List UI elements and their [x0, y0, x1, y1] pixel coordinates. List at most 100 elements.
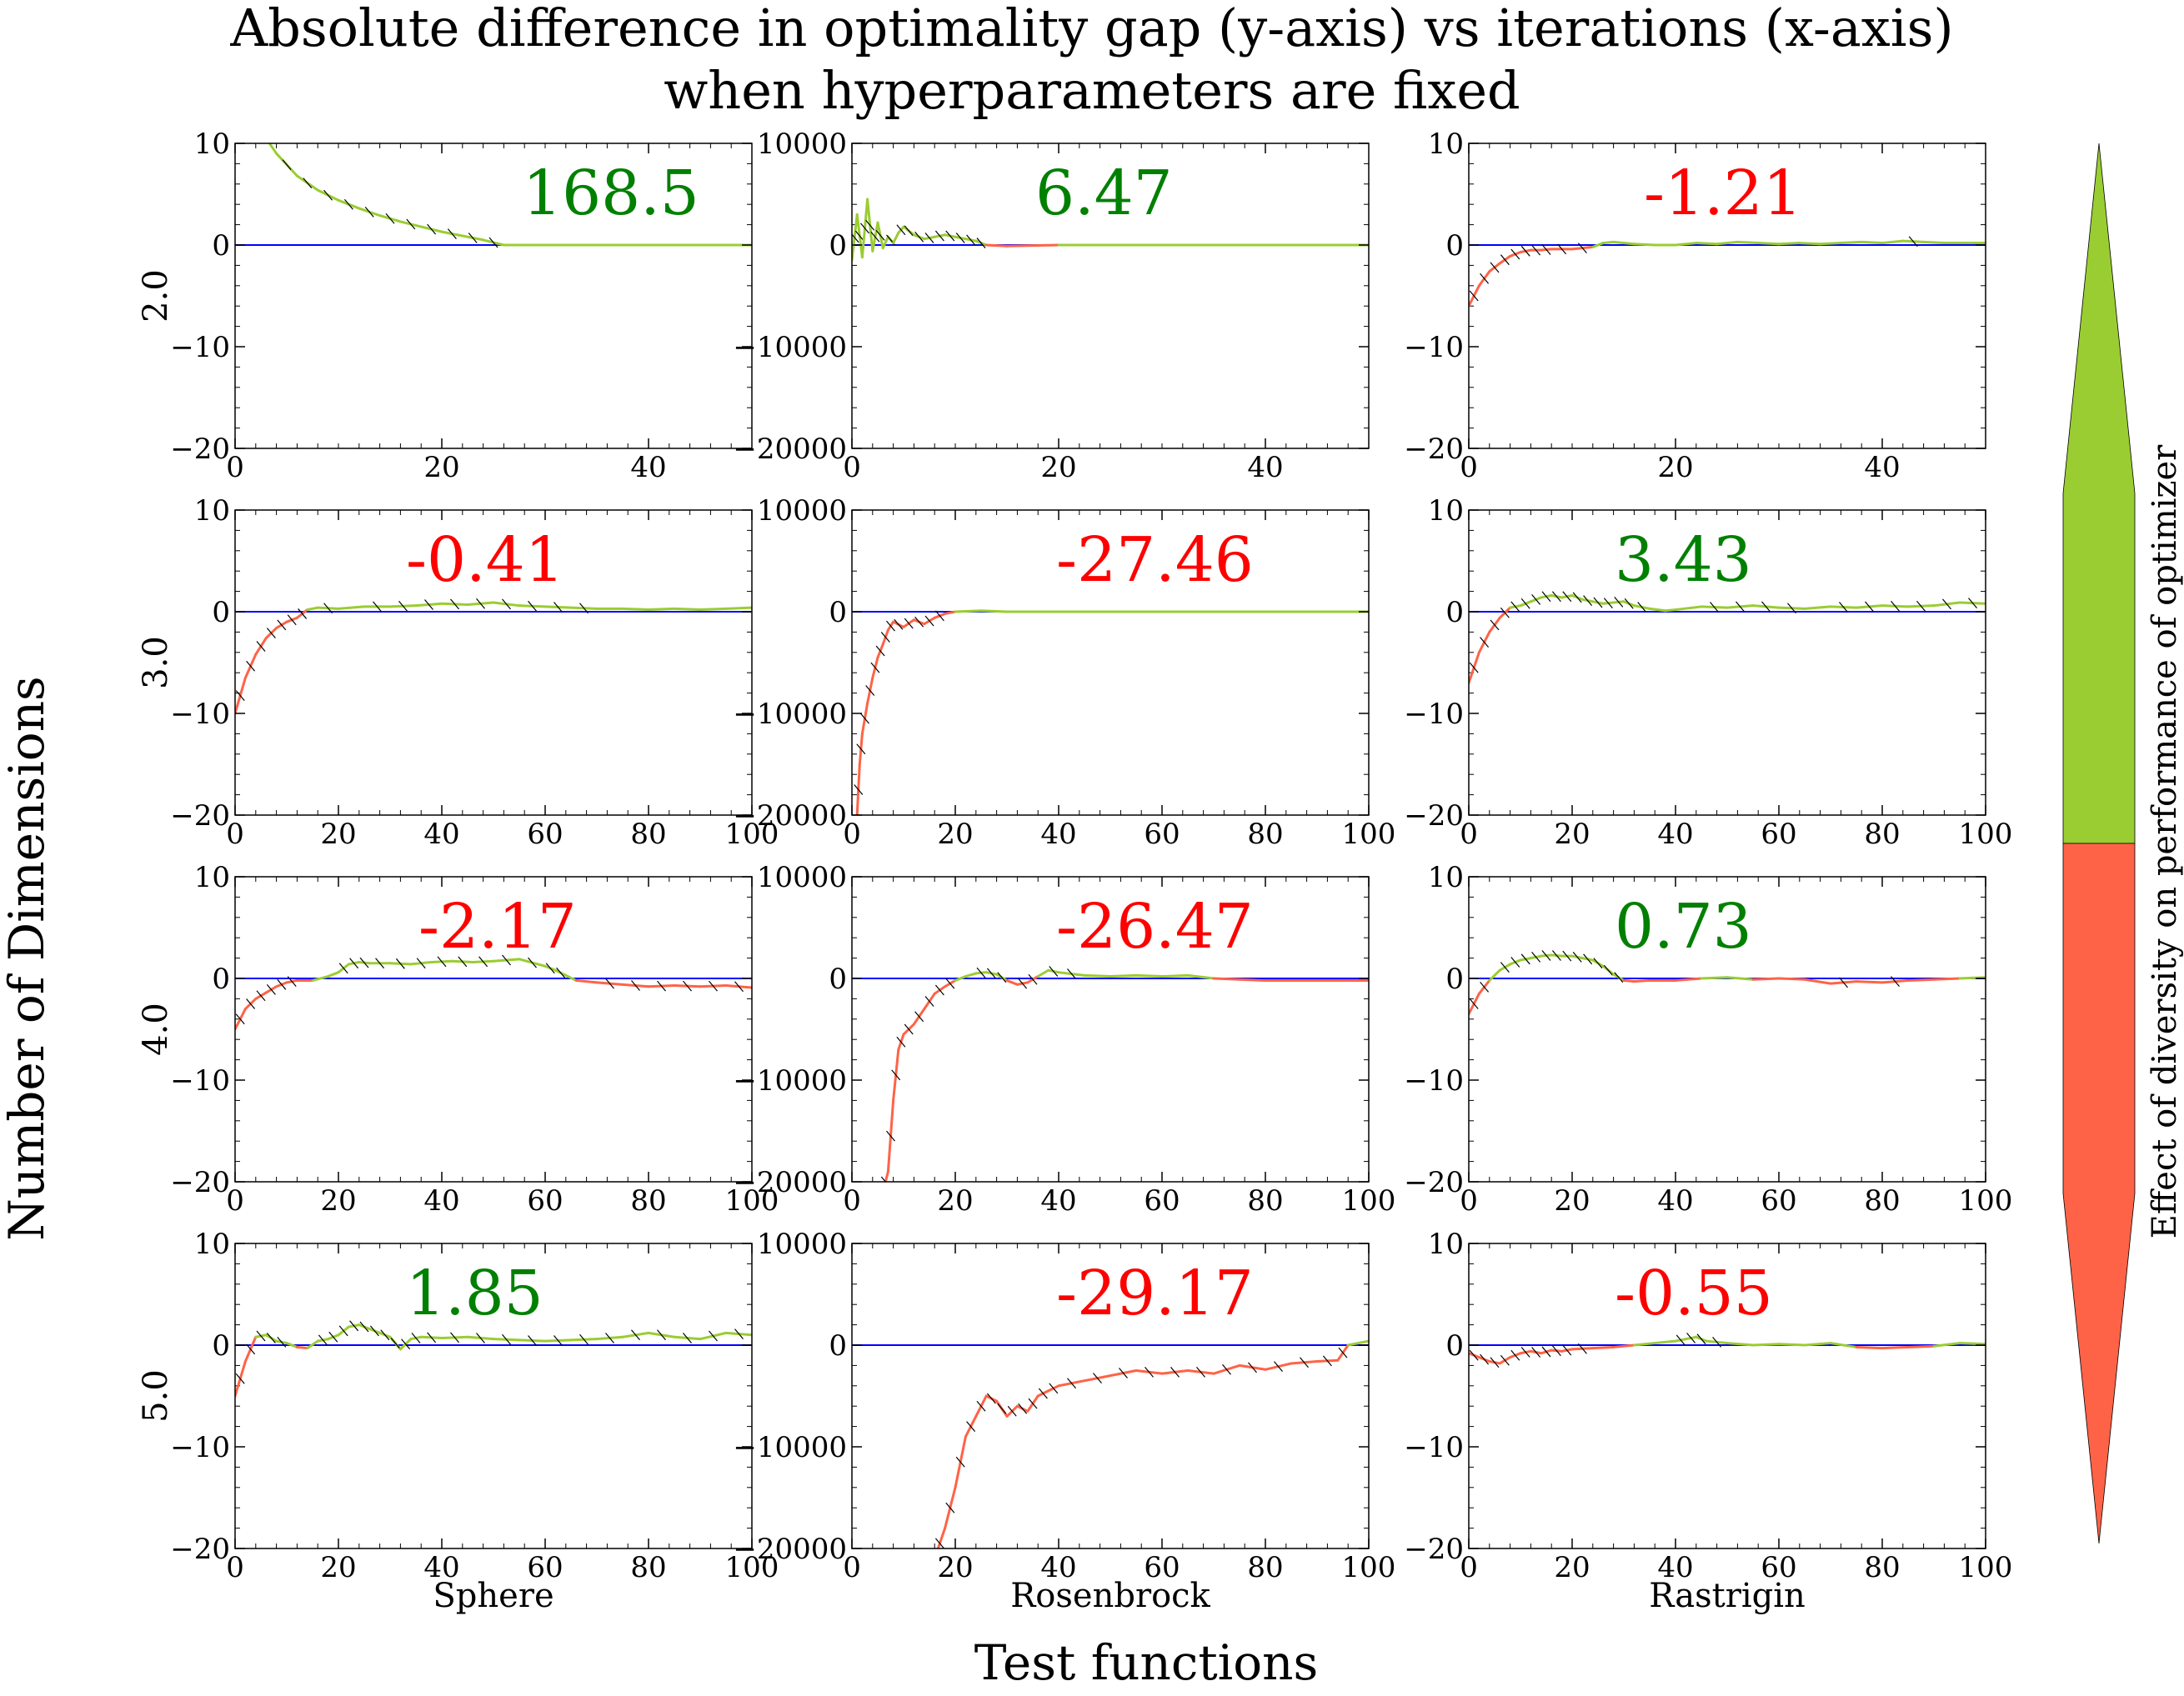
x-tick-label: 0: [1460, 818, 1478, 851]
panel-value-label: -2.17: [418, 891, 577, 963]
panel-sphere-dim-2.0: 0 20 40 −20 −10 0 10 168.5: [170, 128, 753, 484]
series-segment: [1798, 242, 1822, 246]
x-tick-label: 100: [1342, 818, 1396, 851]
hatch-mark: [605, 978, 614, 989]
y-tick-label: −10: [170, 1064, 230, 1098]
hatch-mark: [450, 598, 459, 610]
series-segment: [1777, 242, 1801, 246]
hatch-mark: [528, 957, 537, 968]
hatch-mark: [1196, 1366, 1205, 1378]
figure-title-line-1: Absolute difference in optimality gap (y…: [229, 0, 1953, 58]
hatch-mark: [323, 189, 333, 201]
y-tick-label: 0: [1445, 963, 1464, 996]
hatch-mark: [450, 1332, 459, 1343]
panel-sphere-dim-4.0: 0 20 40 60 80 100 −20 −10 0 10 -2.17: [170, 861, 779, 1218]
series-segment: [1751, 977, 1781, 981]
x-tick-label: 100: [1959, 818, 2013, 851]
x-tick-label: 100: [1342, 1551, 1396, 1584]
y-axis-label: Number of Dimensions: [0, 676, 55, 1241]
series-segment: [1695, 242, 1719, 246]
hatch-mark: [934, 610, 944, 622]
x-tick-label: 40: [1040, 818, 1076, 851]
hatch-mark: [865, 219, 875, 231]
hatch-mark: [1300, 1357, 1309, 1368]
hatch-mark: [395, 958, 405, 969]
series-segment: [647, 607, 676, 612]
series-segment: [1357, 1339, 1369, 1345]
hatch-mark: [1222, 1363, 1231, 1375]
x-tick-label: 60: [527, 818, 563, 851]
hatch-mark: [318, 1334, 328, 1346]
y-tick-label: 10: [1428, 128, 1464, 161]
hatch-mark: [287, 614, 297, 626]
hatch-mark: [886, 620, 895, 632]
series-segment: [979, 609, 1009, 613]
hatch-mark: [1686, 1333, 1696, 1343]
x-tick-label: 0: [226, 1184, 244, 1218]
hatch-mark: [904, 1023, 914, 1035]
y-tick-label: 10: [1428, 861, 1464, 894]
hatch-mark: [1490, 619, 1500, 631]
hatch-mark: [338, 963, 348, 974]
series-segment: [984, 243, 1009, 248]
x-tick-label: 100: [725, 1184, 779, 1218]
hatch-mark: [1469, 662, 1479, 673]
hatch-mark: [1583, 595, 1593, 606]
x-tick-label: 20: [320, 1184, 356, 1218]
hatch-mark: [631, 1329, 640, 1341]
x-tick-label: 80: [630, 818, 666, 851]
hatch-mark: [945, 230, 955, 242]
hatch-mark: [398, 600, 408, 612]
series-segment: [699, 607, 728, 612]
hatch-mark: [256, 641, 266, 652]
hatch-mark: [709, 980, 718, 992]
series-segment: [884, 1170, 889, 1182]
hatch-mark: [406, 218, 416, 230]
hatch-mark: [411, 1333, 421, 1343]
hatch-mark: [1510, 957, 1520, 968]
hatch-mark: [997, 972, 1007, 983]
series-group: [235, 598, 752, 715]
hatch-mark: [1541, 244, 1551, 255]
hatch-mark: [369, 1325, 379, 1337]
series-segment: [944, 610, 957, 615]
panel-value-label: -1.21: [1644, 158, 1802, 229]
series-segment: [574, 978, 599, 984]
series-segment: [1664, 608, 1677, 613]
y-tick-label: −20000: [733, 433, 847, 466]
y-tick-label: 0: [212, 229, 230, 263]
hatch-mark: [880, 1176, 887, 1182]
hatch-mark: [976, 967, 986, 978]
series-segment: [673, 607, 702, 612]
hatch-mark: [854, 230, 864, 242]
series-segment: [337, 605, 366, 610]
hatch-mark: [235, 1013, 245, 1025]
hatch-mark: [269, 143, 271, 144]
panel-frame: [851, 1243, 1370, 1549]
y-tick-label: −10: [1404, 331, 1464, 364]
series-group: [1469, 950, 1986, 1016]
x-tick-label: 0: [843, 1551, 861, 1584]
hatch-mark: [349, 1320, 359, 1332]
series-segment: [1648, 607, 1667, 613]
y-tick-label: 0: [212, 596, 230, 629]
hatch-mark: [945, 978, 955, 989]
panel-frame: [234, 876, 753, 1183]
panel-rastrigin-dim-4.0: 0 20 40 60 80 100 −20 −10 0 10 0.73: [1404, 861, 2012, 1218]
hatch-mark: [1119, 1368, 1128, 1378]
y-tick-label: 0: [1445, 1329, 1464, 1363]
panel-value-label: 168.5: [523, 158, 699, 229]
hatch-mark: [904, 225, 914, 237]
series-segment: [881, 235, 889, 250]
hatch-mark: [986, 1393, 996, 1404]
hatch-mark: [856, 743, 866, 755]
series-segment: [1601, 240, 1615, 245]
hatch-mark: [1067, 968, 1076, 979]
hatch-mark: [1593, 958, 1603, 969]
panel-rastrigin-dim-2.0: 0 20 40 −20 −10 0 10 -1.21: [1404, 128, 1986, 484]
hatch-mark: [364, 206, 374, 218]
series-segment: [1860, 240, 1884, 245]
hatch-mark: [976, 1400, 986, 1412]
hatch-mark: [390, 1338, 400, 1348]
hatch-mark: [373, 601, 382, 613]
